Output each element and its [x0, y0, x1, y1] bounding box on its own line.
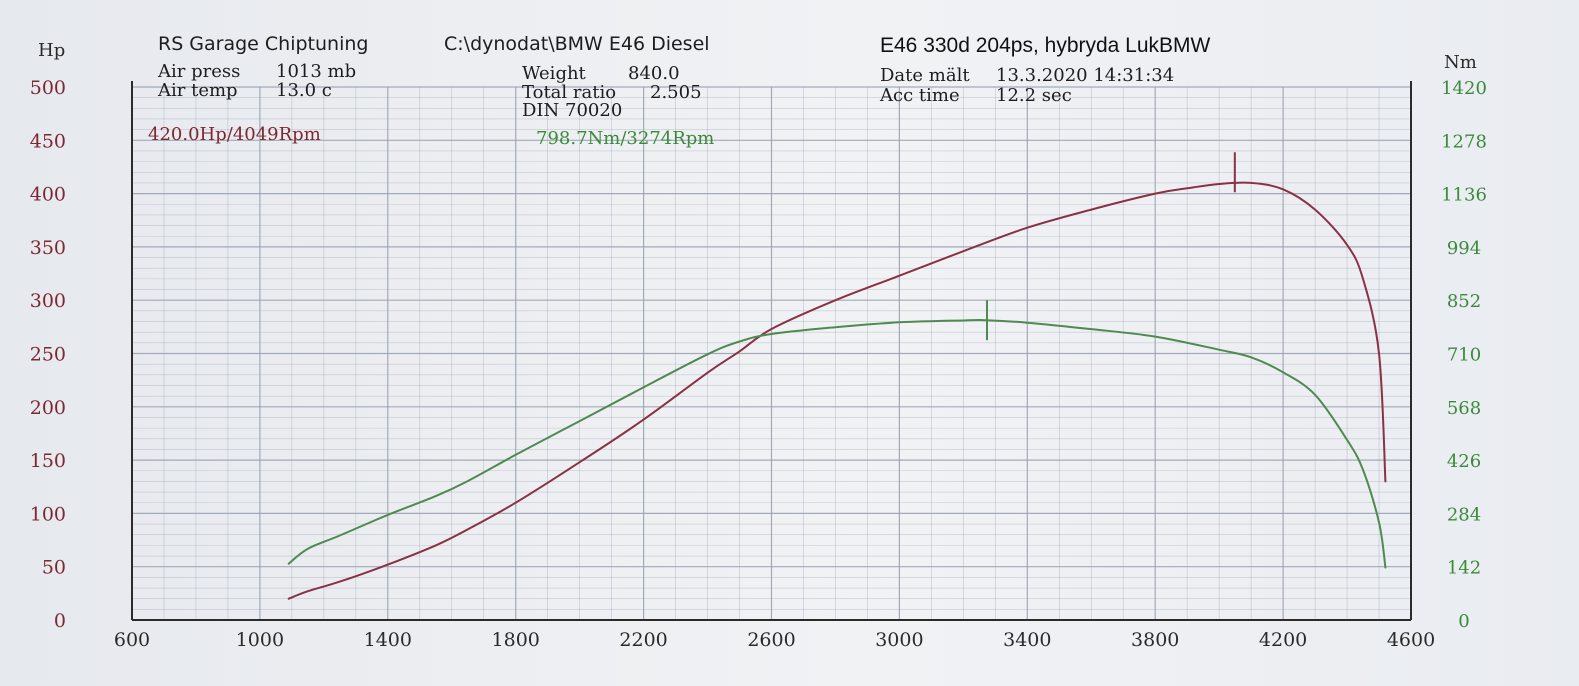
x-tick-label: 3800: [1131, 629, 1179, 651]
torque-peak-readout: 798.7Nm/3274Rpm: [536, 128, 714, 149]
x-tick-label: 2600: [747, 629, 795, 651]
y-left-tick-label: 250: [30, 344, 66, 366]
x-tick-label: 1000: [236, 629, 284, 651]
air-temp-label: Air temp: [157, 80, 238, 101]
y-right-tick-label: 284: [1447, 504, 1481, 525]
x-tick-label: 4200: [1259, 629, 1307, 651]
file-path: C:\dynodat\BMW E46 Diesel: [444, 33, 710, 55]
weight-label: Weight: [522, 63, 587, 84]
x-tick-label: 2200: [619, 629, 667, 651]
total-ratio-value: 2.505: [650, 82, 702, 103]
y-right-tick-label: 1136: [1441, 185, 1487, 206]
y-left-tick-label: 100: [30, 503, 66, 525]
y-left-tick-label: 0: [54, 610, 66, 632]
grid: [131, 86, 1412, 621]
air-press-value: 1013 mb: [276, 61, 356, 82]
y-right-tick-label: 426: [1447, 451, 1481, 472]
y-left-tick-label: 200: [30, 397, 66, 419]
left-axis-unit: Hp: [38, 40, 65, 61]
x-tick-label: 4600: [1387, 629, 1435, 651]
total-ratio-label: Total ratio: [522, 82, 616, 103]
weight-value: 840.0: [628, 63, 680, 84]
y-left-tick-label: 300: [30, 290, 66, 312]
y-right-tick-label: 568: [1447, 398, 1481, 419]
power-curve: [287, 181, 1387, 600]
chart-title: E46 330d 204ps, hybryda LukBMW: [880, 34, 1211, 57]
y-left-tick-label: 150: [30, 450, 66, 472]
axis-ticks: 600 1000 1400 1800 2200 2600 3000 3400 3800 4200 4…: [30, 77, 1487, 651]
y-left-tick-label: 500: [30, 77, 66, 99]
acc-time-label: Acc time: [879, 85, 960, 106]
y-right-tick-label: 1278: [1441, 131, 1487, 152]
y-right-tick-label: 994: [1447, 238, 1481, 259]
x-tick-label: 3000: [875, 629, 923, 651]
date-value: 13.3.2020 14:31:34: [996, 65, 1174, 86]
curves: [287, 152, 1387, 600]
air-temp-value: 13.0 c: [276, 80, 332, 101]
y-right-tick-label: 142: [1447, 558, 1481, 579]
y-left-tick-label: 50: [42, 557, 66, 579]
y-right-tick-label: 710: [1447, 345, 1481, 366]
y-right-tick-label: 0: [1458, 611, 1469, 632]
y-right-tick-label: 852: [1447, 291, 1481, 312]
axes: [131, 81, 1412, 621]
y-left-tick-label: 350: [30, 237, 66, 259]
acc-time-value: 12.2 sec: [996, 85, 1072, 106]
y-left-tick-label: 400: [30, 184, 66, 206]
din-standard: DIN 70020: [522, 100, 622, 121]
x-tick-label: 1400: [364, 629, 412, 651]
power-peak-readout: 420.0Hp/4049Rpm: [148, 124, 321, 145]
y-left-tick-label: 450: [30, 130, 66, 152]
x-tick-label: 1800: [492, 629, 540, 651]
x-tick-label: 3400: [1003, 629, 1051, 651]
date-label: Date mält: [880, 65, 970, 86]
right-axis-unit: Nm: [1444, 52, 1477, 73]
shop-name: RS Garage Chiptuning: [158, 33, 368, 55]
y-right-tick-label: 1420: [1441, 78, 1487, 99]
torque-curve: [287, 319, 1387, 569]
x-tick-label: 600: [114, 629, 150, 651]
air-press-label: Air press: [157, 61, 240, 82]
